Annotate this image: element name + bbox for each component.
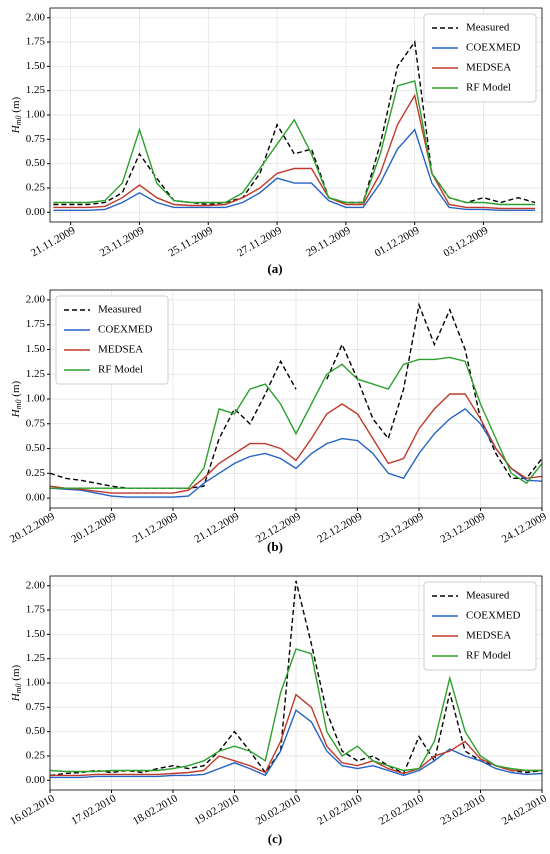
- series-line: [53, 128, 536, 211]
- y-tick-label: 0.00: [26, 774, 46, 786]
- y-tick-label: 1.50: [26, 343, 46, 355]
- y-tick-label: 0.75: [26, 701, 46, 713]
- y-tick-label: 0.50: [26, 725, 46, 737]
- y-axis-label-part: (m): [10, 96, 22, 115]
- series-line: [50, 709, 542, 779]
- legend-box: [55, 295, 169, 385]
- y-axis-label-part: m0: [14, 399, 23, 409]
- x-tick-label: 03.12.2009: [441, 224, 490, 259]
- x-tick-label: 24.02.2010: [500, 792, 549, 827]
- x-tick-label: 20.02.2010: [254, 792, 303, 827]
- plot-frame: [49, 575, 543, 791]
- y-tick-label: 2.00: [26, 579, 46, 591]
- legend-box: [423, 13, 537, 103]
- y-tick-label: 0.75: [26, 133, 46, 145]
- y-axis-label: Hm0 (m): [10, 664, 23, 702]
- legend-label: RF Model: [466, 82, 511, 94]
- series-line: [50, 693, 542, 777]
- y-tick-label: 1.75: [26, 36, 46, 48]
- y-tick-label: 0.25: [26, 181, 46, 193]
- y-tick-label: 1.00: [26, 393, 46, 405]
- y-tick-label: 2.00: [26, 293, 46, 305]
- series-line: [50, 393, 542, 494]
- y-tick-label: 0.50: [26, 157, 46, 169]
- x-tick-label: 23.12.2009: [377, 510, 426, 545]
- x-tick-label: 25.11.2009: [167, 224, 216, 259]
- y-tick-label: 1.50: [26, 628, 46, 640]
- y-tick-label: 0.00: [26, 206, 46, 218]
- legend-label: RF Model: [466, 650, 511, 662]
- x-tick-label: 23.12.2009: [438, 510, 487, 545]
- legend-label: Measured: [98, 304, 142, 316]
- x-tick-label: 17.02.2010: [69, 792, 118, 827]
- x-tick-label: 29.11.2009: [304, 224, 353, 259]
- plot-frame: [49, 7, 543, 223]
- x-tick-label: 22.02.2010: [377, 792, 426, 827]
- y-tick-label: 1.75: [26, 604, 46, 616]
- y-axis-label-part: H: [10, 692, 22, 702]
- legend-label: MEDSEA: [466, 62, 511, 74]
- x-tick-label: 19.02.2010: [192, 792, 241, 827]
- x-tick-label: 23.02.2010: [438, 792, 487, 827]
- legend-label: MEDSEA: [98, 344, 143, 356]
- y-tick-label: 2.00: [26, 11, 46, 23]
- x-tick-label: 01.12.2009: [373, 224, 422, 259]
- legend-label: COEXMED: [98, 324, 152, 336]
- y-tick-label: 1.25: [26, 652, 46, 664]
- y-tick-label: 0.25: [26, 467, 46, 479]
- y-axis-label-part: m0: [14, 683, 23, 693]
- y-axis-label-part: H: [10, 124, 22, 134]
- y-tick-label: 0.50: [26, 442, 46, 454]
- y-tick-label: 0.25: [26, 749, 46, 761]
- caption: (a): [267, 261, 282, 276]
- series-line: [50, 356, 542, 489]
- x-tick-label: 21.12.2009: [192, 510, 241, 545]
- legend-label: RF Model: [98, 364, 143, 376]
- series-line: [50, 408, 542, 498]
- x-tick-label: 21.02.2010: [315, 792, 364, 827]
- y-tick-label: 0.75: [26, 417, 46, 429]
- y-axis-label: Hm0 (m): [10, 380, 23, 418]
- x-tick-label: 16.02.2010: [8, 792, 57, 827]
- caption: (b): [267, 539, 283, 554]
- y-axis-label-part: (m): [10, 664, 22, 683]
- x-tick-label: 23.11.2009: [98, 224, 147, 259]
- legend-label: COEXMED: [466, 610, 520, 622]
- x-tick-label: 21.11.2009: [29, 224, 78, 259]
- legend-label: COEXMED: [466, 42, 520, 54]
- x-tick-label: 22.12.2009: [315, 510, 364, 545]
- y-tick-label: 1.00: [26, 109, 46, 121]
- series-line: [53, 80, 536, 206]
- y-axis-label: Hm0 (m): [10, 96, 23, 134]
- x-tick-label: 20.12.2009: [69, 510, 118, 545]
- legend-label: Measured: [466, 590, 510, 602]
- series-line: [50, 648, 542, 773]
- y-axis-label-part: m0: [14, 115, 23, 125]
- y-axis-label-part: (m): [10, 380, 22, 399]
- x-tick-label: 21.12.2009: [131, 510, 180, 545]
- y-tick-label: 1.75: [26, 318, 46, 330]
- x-tick-label: 27.11.2009: [235, 224, 284, 259]
- x-tick-label: 24.12.2009: [500, 510, 549, 545]
- y-tick-label: 0.00: [26, 492, 46, 504]
- series-line: [53, 93, 536, 210]
- y-axis-label-part: H: [10, 408, 22, 418]
- y-tick-label: 1.25: [26, 368, 46, 380]
- x-tick-label: 18.02.2010: [131, 792, 180, 827]
- y-tick-label: 1.50: [26, 60, 46, 72]
- legend-box: [423, 581, 537, 671]
- legend-label: Measured: [466, 22, 510, 34]
- y-tick-label: 1.25: [26, 84, 46, 96]
- legend-label: MEDSEA: [466, 630, 511, 642]
- plot-frame: [49, 289, 543, 509]
- y-tick-label: 1.00: [26, 677, 46, 689]
- caption: (c): [268, 831, 282, 846]
- x-tick-label: 20.12.2009: [8, 510, 57, 545]
